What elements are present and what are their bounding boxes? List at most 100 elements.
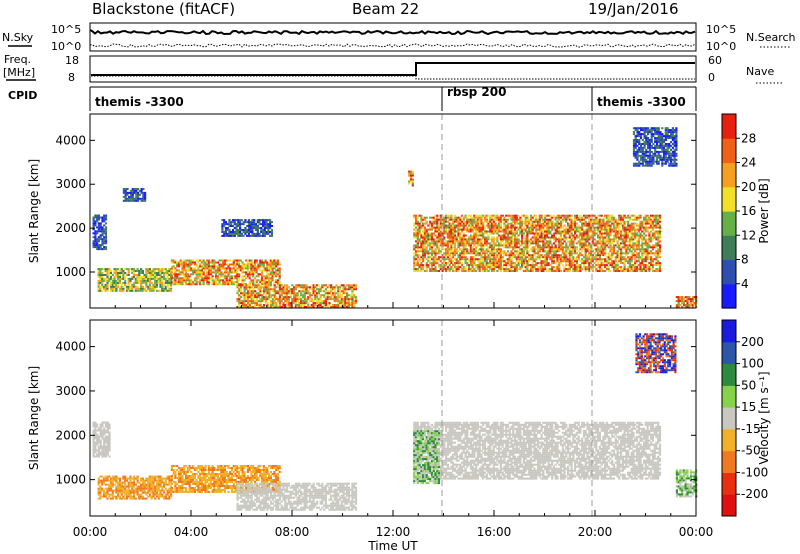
echo-cell	[273, 267, 276, 270]
echo-cell	[641, 234, 644, 237]
echo-cell	[259, 279, 262, 282]
echo-cell	[432, 252, 435, 255]
echo-cell	[429, 262, 432, 265]
echo-cell	[620, 238, 623, 241]
echo-cell	[446, 244, 449, 247]
echo-cell	[505, 240, 508, 243]
echo-cell	[241, 265, 244, 268]
echo-cell	[519, 228, 522, 231]
echo-cell	[517, 222, 520, 225]
echo-cell	[581, 216, 584, 219]
echo-cell	[127, 287, 130, 290]
echo-cell	[250, 259, 253, 262]
echo-cell	[268, 267, 271, 270]
echo-cell	[117, 283, 120, 286]
echo-cell	[558, 240, 561, 243]
echo-cell	[241, 263, 244, 266]
echo-cell	[141, 287, 144, 290]
echo-cell	[186, 265, 189, 268]
echo-cell	[413, 260, 416, 263]
echo-cell	[159, 272, 162, 274]
echo-cell	[498, 268, 501, 271]
echo-cell	[164, 270, 167, 272]
echo-cell	[104, 214, 108, 217]
echo-cell	[526, 244, 529, 247]
echo-cell	[478, 262, 481, 265]
echo-cell	[427, 236, 430, 239]
echo-cell	[625, 240, 628, 243]
echo-cell	[448, 264, 451, 267]
echo-cell	[347, 288, 350, 291]
echo-cell	[264, 296, 267, 299]
echo-cell	[248, 273, 251, 276]
echo-cell	[213, 269, 216, 272]
echo-cell	[177, 261, 181, 264]
echo-cell	[538, 244, 541, 247]
echo-cell	[181, 269, 184, 272]
echo-cell	[641, 248, 644, 251]
echo-cell	[277, 292, 280, 295]
echo-cell	[478, 254, 481, 257]
echo-cell	[623, 256, 626, 259]
echo-cell	[646, 246, 649, 249]
echo-cell	[634, 216, 637, 219]
echo-cell	[473, 220, 476, 223]
echo-cell	[303, 290, 306, 293]
echo-cell	[492, 250, 495, 253]
echo-cell	[415, 244, 418, 247]
echo-cell	[207, 279, 211, 282]
echo-cell	[425, 242, 428, 245]
echo-cell	[590, 260, 593, 263]
echo-cell	[597, 218, 600, 221]
echo-cell	[586, 256, 589, 259]
echo-cell	[276, 281, 280, 284]
echo-cell	[570, 252, 573, 255]
echo-cell	[579, 238, 582, 241]
echo-cell	[513, 222, 517, 225]
echo-cell	[186, 275, 189, 278]
echo-cell	[646, 238, 649, 241]
echo-cell	[124, 272, 127, 274]
echo-cell	[519, 216, 522, 219]
echo-cell	[614, 244, 617, 247]
echo-cell	[614, 256, 617, 259]
echo-cell	[618, 248, 621, 251]
echo-cell	[240, 290, 243, 293]
echo-cell	[480, 232, 483, 235]
echo-cell	[174, 261, 177, 264]
echo-cell	[434, 230, 437, 233]
echo-cell	[526, 266, 529, 269]
echo-cell	[653, 232, 656, 235]
echo-cell	[233, 221, 236, 224]
echo-cell	[577, 216, 580, 219]
echo-cell	[591, 214, 594, 217]
echo-cell	[238, 304, 241, 306]
echo-cell	[503, 230, 506, 233]
echo-cell	[554, 266, 557, 269]
echo-cell	[621, 268, 624, 271]
echo-cell	[422, 252, 425, 255]
echo-cell	[423, 236, 426, 239]
echo-cell	[216, 271, 219, 274]
echo-cell	[602, 250, 605, 253]
echo-cell	[572, 256, 575, 259]
echo-cell	[643, 228, 646, 231]
echo-cell	[266, 290, 269, 293]
echo-cell	[132, 268, 136, 271]
echo-cell	[544, 224, 547, 227]
echo-cell	[588, 236, 591, 239]
echo-cell	[436, 238, 439, 241]
echo-cell	[253, 265, 257, 268]
echo-cell	[604, 254, 607, 257]
echo-cell	[567, 270, 570, 272]
echo-cell	[551, 246, 554, 249]
echo-cell	[586, 238, 589, 241]
echo-cell	[489, 244, 492, 247]
echo-cell	[607, 220, 610, 223]
echo-cell	[643, 252, 646, 255]
echo-cell	[491, 262, 494, 265]
echo-cell	[140, 270, 143, 272]
echo-cell	[639, 268, 642, 271]
echo-cell	[418, 214, 421, 217]
echo-cell	[542, 226, 545, 229]
